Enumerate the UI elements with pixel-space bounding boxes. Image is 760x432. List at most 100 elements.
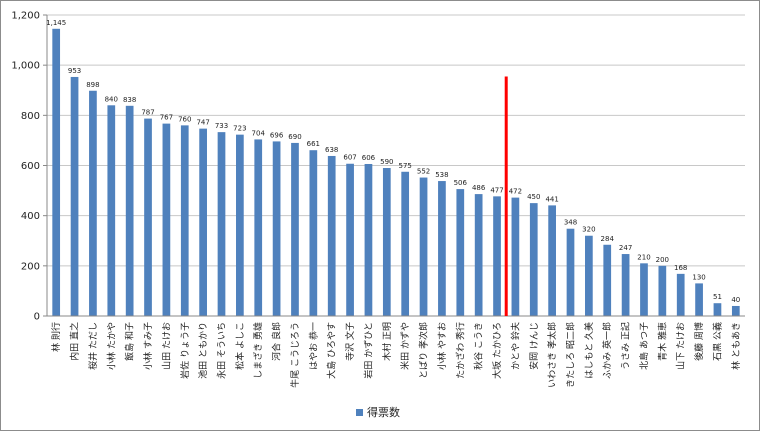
data-label: 477 [490, 186, 503, 194]
y-tick-label: 800 [21, 111, 40, 122]
bar [217, 132, 226, 316]
category-label: かとや 鈴夫 [509, 322, 521, 370]
category-label: きたしろ 昭二郎 [565, 322, 577, 388]
category-label: 岩佐 りょう子 [179, 322, 191, 379]
data-label: 40 [731, 296, 740, 304]
data-label: 723 [233, 125, 246, 133]
bar [603, 244, 612, 316]
data-label: 210 [637, 253, 650, 261]
bar [493, 196, 501, 316]
y-axis: 0 200 400 600 800 1,000 1,200 [11, 11, 48, 323]
category-label: しまざき 勇雄 [252, 322, 264, 379]
data-label: 590 [380, 158, 393, 166]
category-label: 内田 直之 [69, 322, 81, 361]
data-label: 760 [178, 115, 191, 123]
bar [180, 125, 189, 316]
bar [676, 273, 685, 316]
category-label: 山田 たけお [161, 322, 172, 370]
category-label: 桜井 ただし [87, 322, 99, 370]
category-label: 永田 そういち [216, 322, 228, 379]
data-label: 696 [270, 131, 284, 139]
category-label: 安岡 けんじ [528, 322, 540, 370]
y-tick-label: 400 [21, 211, 40, 222]
data-label: 486 [472, 184, 486, 192]
category-label: 林 則行 [50, 322, 62, 352]
data-label: 953 [68, 67, 81, 75]
bar [585, 235, 593, 316]
data-label: 450 [527, 193, 540, 201]
bar [254, 139, 263, 316]
bar [566, 228, 575, 316]
bar [456, 189, 465, 316]
y-tick-label: 200 [21, 261, 40, 272]
data-label: 704 [252, 129, 266, 137]
category-label: 松本 よしこ [234, 322, 246, 370]
bar [695, 283, 703, 316]
category-label: 飯島 和子 [124, 322, 136, 361]
bar [548, 205, 556, 316]
data-label: 840 [105, 95, 118, 103]
y-tick-label: 0 [34, 312, 40, 323]
data-label: 168 [674, 264, 687, 272]
x-axis: 林 則行 内田 直之 桜井 ただし 小林 たかや 飯島 和子 小林 すみ子 山田 たけお 岩佐… [47, 315, 745, 388]
category-label: いわさき 孝太郎 [546, 322, 558, 388]
category-label: 牛尾 こうじろう [289, 322, 301, 388]
data-label: 552 [417, 168, 430, 176]
data-label: 348 [564, 219, 577, 227]
data-label: 441 [545, 195, 558, 203]
y-tick-label: 1,200 [11, 11, 40, 22]
bar [511, 197, 520, 316]
category-label: たかざわ 秀行 [454, 322, 466, 379]
category-label: 河合 良郎 [271, 322, 283, 361]
data-label: 320 [582, 226, 595, 234]
data-label: 661 [307, 140, 320, 148]
bar [125, 105, 134, 316]
category-label: 林 ともあき [730, 322, 742, 370]
data-label: 538 [435, 171, 448, 179]
data-label: 506 [454, 179, 468, 187]
category-label: 小林 やすお [436, 322, 448, 370]
bar [529, 203, 538, 316]
legend-label: 得票数 [367, 406, 400, 419]
bar [327, 155, 336, 316]
data-label: 247 [619, 244, 632, 252]
data-label: 200 [656, 256, 669, 264]
category-label: 後藤 周博 [693, 322, 705, 361]
data-label: 767 [160, 114, 173, 122]
data-label: 747 [196, 119, 209, 127]
data-label: 51 [713, 293, 722, 301]
category-label: うさみ 正記 [620, 322, 632, 370]
category-label: はやお 恭一 [308, 322, 319, 370]
bar [346, 163, 354, 316]
bar [272, 141, 281, 316]
bar [401, 171, 410, 316]
category-label: 青木 雅恵 [656, 322, 668, 361]
category-label: 木村 正明 [381, 322, 393, 361]
bar [382, 168, 391, 316]
data-labels: 1,145 953 898 840 838 787 767 760 747 733 723 704 69… [46, 19, 740, 304]
bar [236, 134, 244, 316]
bar [419, 177, 428, 316]
category-label: とばり 孝次郎 [418, 322, 430, 379]
bar [474, 194, 483, 316]
category-label: ふかみ 英一郎 [601, 322, 613, 379]
bar [70, 76, 79, 316]
category-label: 寺沢 文子 [344, 322, 356, 361]
data-label: 472 [509, 188, 522, 196]
category-label: 北島 あつ子 [638, 322, 650, 370]
bar [731, 305, 740, 316]
bar [199, 128, 207, 316]
legend-swatch [356, 409, 363, 416]
data-label: 575 [398, 162, 411, 170]
bar [52, 28, 61, 316]
bar [438, 181, 446, 316]
bar [291, 142, 299, 316]
category-label: 小林 たかや [105, 322, 117, 370]
data-label: 690 [288, 133, 301, 141]
bar [144, 118, 152, 316]
bar [107, 105, 116, 316]
category-label: 山下 たけお [676, 322, 687, 370]
data-label: 638 [325, 146, 338, 154]
bar [162, 123, 171, 316]
